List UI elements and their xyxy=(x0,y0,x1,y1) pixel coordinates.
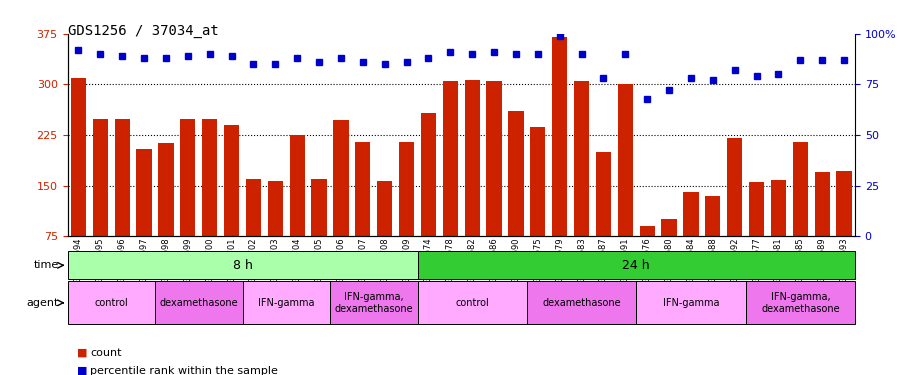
Text: count: count xyxy=(90,348,122,357)
Bar xyxy=(745,281,855,324)
Bar xyxy=(68,251,418,279)
Bar xyxy=(377,181,392,236)
Bar xyxy=(683,192,698,236)
Bar xyxy=(770,180,786,236)
Bar xyxy=(224,125,239,236)
Bar xyxy=(486,81,501,236)
Text: IFN-gamma: IFN-gamma xyxy=(662,298,719,308)
Bar xyxy=(530,127,545,236)
Bar xyxy=(706,196,721,236)
Text: control: control xyxy=(455,298,489,308)
Text: ■: ■ xyxy=(76,348,87,357)
Bar xyxy=(836,171,851,236)
Bar xyxy=(814,172,830,236)
Text: IFN-gamma,
dexamethasone: IFN-gamma, dexamethasone xyxy=(761,292,840,314)
Text: percentile rank within the sample: percentile rank within the sample xyxy=(90,366,278,375)
Bar xyxy=(464,80,480,236)
Text: 8 h: 8 h xyxy=(232,259,252,272)
Text: control: control xyxy=(94,298,128,308)
Bar xyxy=(202,120,217,236)
Bar xyxy=(399,142,414,236)
Bar xyxy=(508,111,524,236)
Bar xyxy=(793,142,808,236)
Bar xyxy=(68,281,155,324)
Bar xyxy=(242,281,330,324)
Bar xyxy=(596,152,611,236)
Text: time: time xyxy=(33,260,58,270)
Bar xyxy=(526,281,636,324)
Bar xyxy=(662,219,677,236)
Bar xyxy=(356,142,371,236)
Bar xyxy=(246,179,261,236)
Bar xyxy=(290,135,305,236)
Bar xyxy=(418,281,526,324)
Bar xyxy=(267,181,283,236)
Bar xyxy=(727,138,742,236)
Bar xyxy=(421,113,436,236)
Text: ■: ■ xyxy=(76,366,87,375)
Bar xyxy=(749,182,764,236)
Bar xyxy=(330,281,418,324)
Text: IFN-gamma: IFN-gamma xyxy=(258,298,314,308)
Bar xyxy=(617,84,633,236)
Bar xyxy=(311,179,327,236)
Bar xyxy=(137,148,152,236)
Bar xyxy=(552,37,567,236)
Bar xyxy=(93,120,108,236)
Bar xyxy=(443,81,458,236)
Bar xyxy=(333,120,348,236)
Text: dexamethasone: dexamethasone xyxy=(159,298,238,308)
Bar xyxy=(418,251,855,279)
Bar xyxy=(114,120,130,236)
Bar xyxy=(158,143,174,236)
Text: 24 h: 24 h xyxy=(623,259,650,272)
Bar xyxy=(640,226,655,236)
Bar xyxy=(636,281,745,324)
Bar xyxy=(155,281,242,324)
Text: IFN-gamma,
dexamethasone: IFN-gamma, dexamethasone xyxy=(335,292,413,314)
Bar xyxy=(71,78,86,236)
Text: dexamethasone: dexamethasone xyxy=(542,298,621,308)
Text: GDS1256 / 37034_at: GDS1256 / 37034_at xyxy=(68,24,218,38)
Text: agent: agent xyxy=(26,298,59,308)
Bar xyxy=(180,120,195,236)
Bar xyxy=(574,81,590,236)
